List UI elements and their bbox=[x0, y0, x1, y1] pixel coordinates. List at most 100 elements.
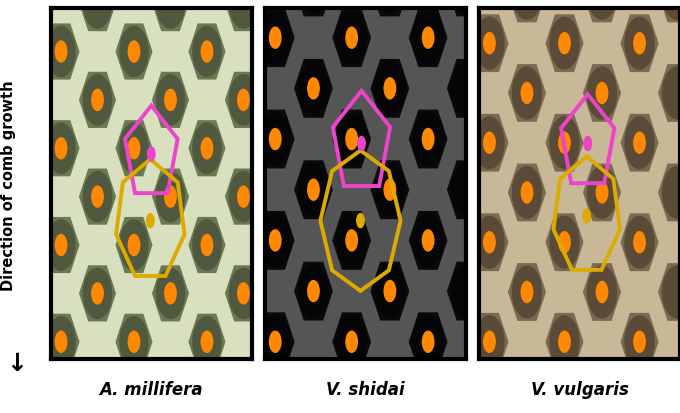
Circle shape bbox=[222, 61, 252, 115]
Circle shape bbox=[633, 231, 646, 254]
Circle shape bbox=[357, 136, 366, 151]
Circle shape bbox=[260, 112, 290, 166]
Polygon shape bbox=[371, 363, 409, 413]
Circle shape bbox=[91, 282, 104, 305]
Circle shape bbox=[119, 219, 149, 271]
Polygon shape bbox=[256, 312, 294, 371]
Circle shape bbox=[437, 365, 467, 413]
Circle shape bbox=[582, 208, 591, 224]
Circle shape bbox=[228, 171, 258, 223]
Circle shape bbox=[164, 282, 177, 305]
Circle shape bbox=[119, 316, 149, 368]
Circle shape bbox=[10, 171, 39, 223]
Circle shape bbox=[269, 229, 282, 252]
Circle shape bbox=[474, 116, 505, 169]
Circle shape bbox=[375, 163, 405, 217]
Circle shape bbox=[269, 330, 282, 353]
Circle shape bbox=[587, 66, 617, 119]
Polygon shape bbox=[116, 313, 152, 370]
Circle shape bbox=[437, 166, 467, 219]
Circle shape bbox=[54, 330, 67, 353]
Circle shape bbox=[91, 89, 104, 111]
Circle shape bbox=[265, 219, 294, 271]
Circle shape bbox=[549, 315, 579, 368]
Circle shape bbox=[345, 229, 358, 252]
Circle shape bbox=[91, 185, 104, 208]
Circle shape bbox=[422, 330, 435, 353]
Circle shape bbox=[298, 366, 329, 413]
Circle shape bbox=[662, 365, 680, 413]
Polygon shape bbox=[79, 362, 116, 413]
Circle shape bbox=[201, 330, 214, 353]
Polygon shape bbox=[583, 0, 621, 22]
Circle shape bbox=[119, 26, 149, 77]
Circle shape bbox=[46, 26, 75, 77]
Circle shape bbox=[483, 32, 496, 55]
Polygon shape bbox=[261, 313, 299, 370]
Circle shape bbox=[512, 266, 542, 318]
Circle shape bbox=[558, 131, 571, 154]
Polygon shape bbox=[508, 64, 546, 122]
Circle shape bbox=[549, 17, 579, 70]
Polygon shape bbox=[294, 59, 333, 118]
Circle shape bbox=[549, 216, 579, 269]
Polygon shape bbox=[188, 217, 226, 273]
Circle shape bbox=[375, 61, 405, 115]
Circle shape bbox=[422, 229, 435, 252]
Circle shape bbox=[375, 0, 405, 14]
Circle shape bbox=[624, 116, 655, 169]
Circle shape bbox=[54, 40, 67, 63]
Polygon shape bbox=[116, 120, 152, 176]
Polygon shape bbox=[409, 211, 447, 270]
Circle shape bbox=[83, 171, 112, 223]
Circle shape bbox=[375, 264, 405, 318]
Circle shape bbox=[422, 128, 435, 150]
Circle shape bbox=[662, 266, 680, 318]
Polygon shape bbox=[6, 0, 43, 31]
Circle shape bbox=[46, 219, 75, 271]
Polygon shape bbox=[42, 24, 80, 80]
Circle shape bbox=[437, 0, 467, 20]
Circle shape bbox=[83, 74, 112, 126]
Circle shape bbox=[520, 82, 533, 104]
Circle shape bbox=[474, 17, 505, 70]
Polygon shape bbox=[508, 164, 546, 221]
Polygon shape bbox=[261, 217, 299, 273]
Text: A. millifera: A. millifera bbox=[99, 381, 203, 399]
Circle shape bbox=[384, 178, 396, 201]
Circle shape bbox=[260, 315, 290, 369]
Polygon shape bbox=[583, 263, 621, 321]
Circle shape bbox=[596, 281, 609, 303]
Text: V. vulgaris: V. vulgaris bbox=[531, 381, 628, 399]
Polygon shape bbox=[188, 24, 226, 80]
Circle shape bbox=[146, 213, 155, 228]
Polygon shape bbox=[261, 24, 299, 80]
Circle shape bbox=[201, 234, 214, 256]
Circle shape bbox=[201, 137, 214, 159]
Circle shape bbox=[549, 116, 579, 169]
Circle shape bbox=[260, 11, 290, 65]
Circle shape bbox=[451, 264, 481, 318]
Circle shape bbox=[307, 178, 320, 201]
Polygon shape bbox=[658, 363, 680, 413]
Circle shape bbox=[237, 89, 250, 111]
Circle shape bbox=[192, 219, 222, 271]
Polygon shape bbox=[6, 169, 43, 225]
Circle shape bbox=[345, 26, 358, 49]
Circle shape bbox=[156, 0, 185, 29]
Circle shape bbox=[451, 366, 481, 413]
Polygon shape bbox=[261, 120, 299, 176]
Circle shape bbox=[413, 112, 443, 166]
Polygon shape bbox=[294, 363, 333, 413]
Polygon shape bbox=[333, 312, 371, 371]
Polygon shape bbox=[188, 120, 226, 176]
Circle shape bbox=[201, 40, 214, 63]
Circle shape bbox=[222, 163, 252, 217]
Polygon shape bbox=[256, 109, 294, 169]
Polygon shape bbox=[471, 14, 509, 72]
Circle shape bbox=[483, 131, 496, 154]
Circle shape bbox=[307, 77, 320, 100]
Polygon shape bbox=[447, 363, 486, 413]
Circle shape bbox=[633, 32, 646, 55]
Circle shape bbox=[10, 364, 39, 413]
